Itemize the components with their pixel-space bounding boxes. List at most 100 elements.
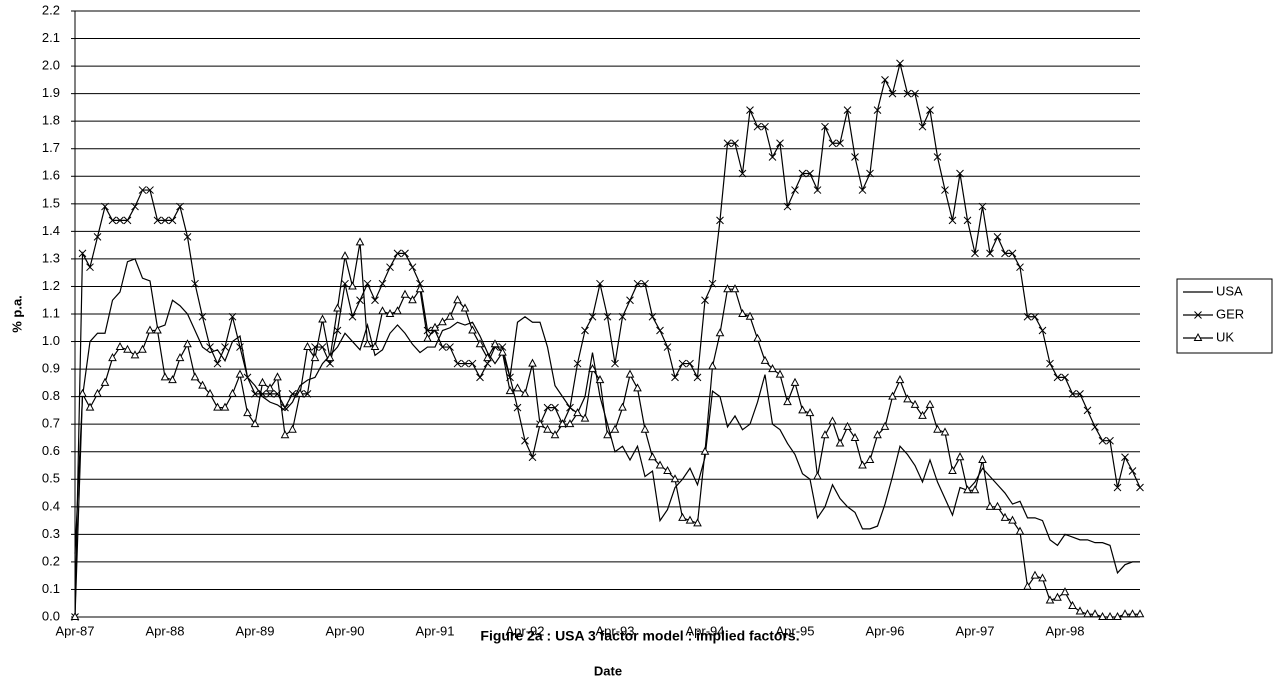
point-marker [565, 419, 575, 428]
point-marker [303, 390, 312, 398]
y-tick-label: 1.7 [42, 140, 60, 155]
y-tick-label: 1.8 [42, 113, 60, 128]
point-marker [678, 359, 687, 368]
point-marker [1023, 581, 1032, 590]
y-tick-label: 1.0 [42, 333, 60, 348]
point-marker [198, 380, 207, 389]
point-marker [671, 373, 679, 382]
point-marker [843, 421, 852, 430]
point-marker [933, 153, 942, 161]
point-marker [716, 216, 724, 225]
point-marker [656, 326, 664, 335]
point-marker [318, 314, 327, 323]
point-marker [1038, 573, 1047, 582]
x-tick-label: Apr-93 [595, 623, 634, 638]
point-marker [1068, 390, 1077, 398]
point-marker [235, 369, 245, 378]
point-marker [333, 326, 342, 335]
point-marker [625, 369, 635, 378]
point-marker [1001, 249, 1009, 258]
point-marker [340, 251, 350, 260]
point-marker [1045, 595, 1055, 604]
x-tick-label: Apr-98 [1045, 623, 1084, 638]
point-marker [596, 279, 604, 288]
point-marker [453, 359, 462, 368]
point-marker [685, 515, 695, 524]
legend-label: UK [1216, 329, 1234, 344]
point-marker [948, 216, 957, 225]
point-marker [783, 397, 792, 406]
point-marker [873, 430, 882, 439]
point-marker [191, 279, 199, 288]
point-marker [866, 169, 874, 178]
point-marker [153, 216, 162, 225]
point-marker [415, 284, 425, 293]
point-marker [1061, 373, 1069, 382]
point-marker [768, 153, 777, 161]
point-marker [873, 106, 882, 115]
point-marker [318, 343, 327, 351]
point-marker [1031, 312, 1039, 321]
point-marker [738, 169, 747, 178]
point-marker [85, 402, 95, 411]
point-marker [378, 306, 387, 315]
point-marker [1135, 609, 1145, 618]
point-marker [550, 430, 560, 439]
point-marker [228, 388, 237, 397]
legend-box [1176, 278, 1273, 354]
point-marker [498, 347, 507, 356]
point-marker [266, 390, 274, 398]
y-tick-label: 1.2 [42, 278, 60, 293]
point-marker [993, 501, 1002, 510]
point-marker [986, 249, 994, 258]
point-marker [701, 296, 709, 305]
point-marker [910, 399, 920, 408]
point-marker [776, 139, 784, 148]
point-marker [813, 471, 822, 480]
point-marker [513, 403, 522, 412]
x-tick-label: Apr-92 [505, 623, 544, 638]
x-tick-label: Apr-95 [775, 623, 814, 638]
point-marker [1106, 436, 1114, 445]
point-marker [146, 186, 154, 194]
point-marker [573, 408, 582, 417]
point-marker [176, 202, 184, 211]
point-marker [1113, 483, 1122, 492]
point-marker [160, 372, 170, 381]
point-marker [1120, 609, 1130, 618]
point-marker [993, 233, 1002, 241]
point-marker [460, 303, 470, 312]
point-marker [978, 454, 987, 463]
point-marker [985, 501, 995, 510]
point-marker [731, 139, 739, 148]
point-marker [116, 216, 124, 225]
point-marker [850, 432, 860, 441]
point-marker [310, 353, 320, 362]
x-axis-label: Date [594, 663, 622, 678]
point-marker [963, 216, 972, 225]
point-marker [93, 388, 102, 397]
point-marker [236, 343, 244, 351]
legend-marker-shape [1193, 332, 1203, 341]
point-marker [1023, 312, 1032, 321]
point-marker [513, 383, 522, 392]
point-marker [1008, 249, 1017, 258]
x-tick-label: Apr-91 [415, 623, 454, 638]
point-marker [791, 186, 799, 194]
point-marker [813, 186, 822, 194]
point-marker [355, 237, 365, 246]
point-marker [663, 343, 672, 351]
point-marker [573, 359, 582, 368]
point-marker [738, 308, 747, 317]
legend-label: USA [1216, 283, 1243, 298]
point-marker [963, 485, 972, 494]
point-marker [408, 263, 417, 272]
point-marker [640, 424, 650, 433]
x-tick-label: Apr-97 [955, 623, 994, 638]
y-tick-label: 0.8 [42, 388, 60, 403]
point-marker [911, 89, 919, 98]
point-marker [393, 306, 402, 315]
point-marker [123, 344, 132, 353]
point-marker [895, 375, 905, 384]
